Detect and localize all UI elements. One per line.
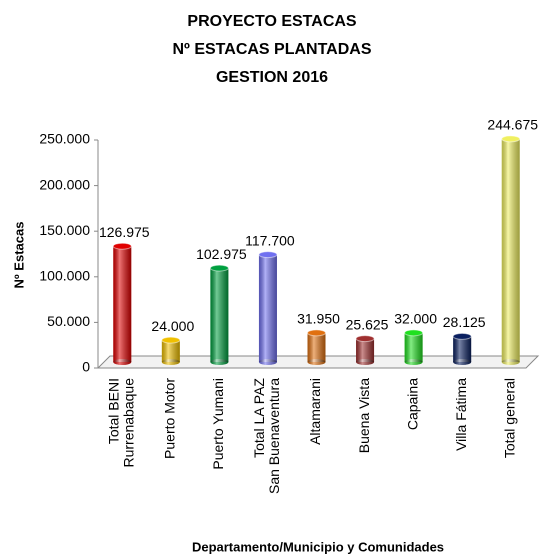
bar-base-shade — [258, 359, 277, 365]
x-tick-label: Villa Fátima — [453, 378, 469, 451]
shade — [113, 246, 132, 362]
bar-top — [258, 251, 278, 259]
shade — [356, 338, 375, 362]
bar-base-shade — [501, 359, 520, 365]
y-tick-label: 200.000 — [39, 176, 90, 192]
shade — [501, 138, 520, 362]
bar-top — [307, 329, 326, 337]
bar-base-shade — [307, 359, 326, 365]
x-tick-label: Total BENI — [105, 378, 121, 444]
value-label: 126.975 — [99, 224, 150, 240]
bar-base-shade — [210, 359, 229, 365]
value-label: 244.675 — [487, 117, 538, 133]
shade — [404, 332, 423, 362]
x-axis-title: Departamento/Municipio y Comunidades — [192, 539, 444, 554]
shade — [210, 268, 229, 362]
y-tick-label: 150.000 — [39, 222, 90, 238]
x-tick-label: Puerto Motor — [162, 378, 178, 459]
value-label: 31.950 — [297, 311, 340, 327]
value-label: 24.000 — [151, 318, 194, 334]
chart-title: Nº ESTACAS PLANTADAS — [172, 41, 371, 58]
bar-top — [161, 336, 181, 344]
bar-base-shade — [404, 359, 423, 365]
y-tick-label: 50.000 — [47, 313, 90, 329]
bar-top — [452, 332, 472, 340]
x-tick-label: Buena Vista — [356, 378, 372, 453]
value-label: 32.000 — [394, 311, 437, 327]
bar-top — [355, 335, 375, 343]
x-tick-label: Total LA PAZ — [251, 378, 267, 458]
value-label: 25.625 — [346, 316, 389, 332]
x-tick-label: Total general — [501, 378, 517, 458]
x-tick-label: Capaina — [404, 378, 420, 430]
y-tick-label: 250.000 — [39, 131, 90, 147]
bar-top — [404, 329, 424, 337]
x-tick-label: Rurrenabaque — [120, 378, 136, 468]
y-tick-label: 0 — [82, 359, 90, 375]
y-tick-label: 100.000 — [39, 268, 90, 284]
bar-top — [112, 242, 132, 250]
x-tick-label: San Buenaventura — [266, 378, 282, 494]
shade — [307, 332, 326, 362]
value-label: 28.125 — [443, 314, 486, 330]
y-axis-title: Nº Estacas — [11, 222, 26, 289]
value-label: 102.975 — [196, 246, 247, 262]
bar-base-shade — [113, 359, 132, 365]
x-tick-label: Altamarani — [307, 378, 323, 445]
shade — [453, 336, 472, 362]
bar-base-shade — [161, 359, 180, 365]
shade — [161, 340, 180, 362]
value-label: 117.700 — [245, 232, 295, 248]
chart-title: PROYECTO ESTACAS — [187, 13, 357, 30]
chart-title: GESTION 2016 — [216, 69, 328, 86]
bar-top — [501, 135, 521, 143]
bar-base-shade — [453, 359, 472, 365]
x-tick-label: Puerto Yumani — [210, 378, 226, 470]
bar-top — [209, 264, 229, 272]
shade — [258, 254, 277, 362]
bar-base-shade — [356, 359, 375, 365]
